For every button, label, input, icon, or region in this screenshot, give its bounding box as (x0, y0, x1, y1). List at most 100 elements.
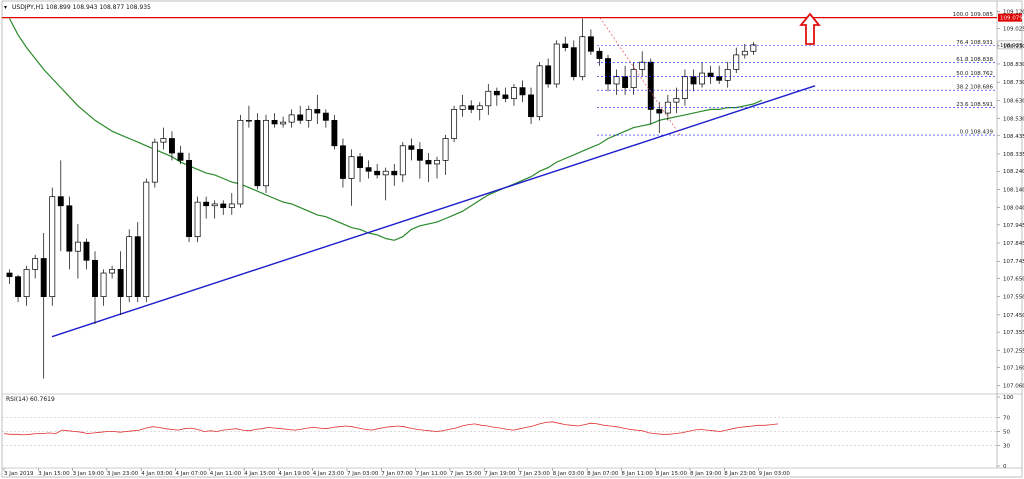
price-tick-label: 108.240 (1003, 169, 1024, 175)
candle (733, 47, 740, 74)
candle (374, 163, 381, 179)
candle (570, 40, 577, 81)
time-tick-label: 4 Jan 03:00 (141, 471, 173, 477)
candle-body-down (57, 196, 64, 207)
candle (545, 58, 552, 88)
candle-body-up (553, 43, 560, 85)
candle (357, 153, 364, 183)
candle (263, 114, 269, 194)
candle (399, 142, 406, 183)
candle-body-down (545, 65, 552, 85)
candle-body-down (117, 269, 124, 298)
bullish-trendline[interactable] (51, 85, 816, 338)
candle (596, 47, 603, 66)
candle-body-down (314, 109, 321, 114)
candle (528, 87, 535, 124)
candle-body-up (211, 203, 218, 207)
candle-body-up (160, 138, 167, 143)
candle-body-down (203, 201, 210, 207)
candle-body-up (305, 109, 312, 121)
candle-body-up (49, 196, 56, 298)
candle (382, 167, 389, 201)
candle (741, 43, 748, 59)
candle (169, 131, 175, 161)
candle-body-up (536, 65, 543, 118)
candle-body-down (493, 90, 500, 96)
candle (656, 102, 663, 134)
time-tick-label: 4 Jan 15:00 (244, 471, 276, 477)
current-price-label: 108.935 (1000, 43, 1023, 49)
candle (228, 193, 235, 215)
candle (519, 80, 526, 103)
candle-body-up (348, 156, 355, 179)
price-tick-label: 108.335 (1003, 152, 1024, 158)
price-tick-label: 108.730 (1003, 80, 1024, 86)
fib-level-label: 38.2 108.686 (956, 85, 993, 91)
candle-body-down (716, 76, 723, 81)
candle (6, 269, 13, 284)
time-tick-label: 7 Jan 03:00 (347, 471, 379, 477)
candle-body-down (562, 43, 569, 48)
time-tick-label: 8 Jan 23:00 (724, 471, 756, 477)
rsi-tick-label: 0 (1003, 464, 1007, 470)
candle (511, 83, 517, 106)
candle (605, 54, 611, 92)
candle (562, 36, 569, 52)
candle (297, 105, 304, 124)
price-tick-label: 107.945 (1003, 223, 1024, 229)
candle-body-up (741, 50, 748, 56)
candle-body-up (485, 90, 492, 107)
candle-body-down (340, 145, 346, 179)
candle-body-down (220, 203, 227, 208)
candle-body-up (126, 236, 133, 298)
price-tick-label: 108.830 (1003, 62, 1024, 68)
candle (237, 114, 244, 208)
candle-body-up (511, 87, 517, 99)
fib-level-label: 23.6 108.591 (956, 102, 993, 108)
time-tick-label: 9 Jan 03:00 (759, 471, 791, 477)
candle-body-down (186, 159, 192, 238)
candle (681, 69, 688, 106)
candle-body-down (519, 87, 526, 96)
candle-body-up (476, 105, 483, 110)
candle (434, 156, 440, 179)
candle-body-down (468, 105, 475, 110)
candle-body-down (502, 94, 509, 99)
up-arrow-icon (799, 12, 821, 45)
candle (211, 200, 218, 219)
candle-body-up (434, 159, 440, 165)
candle-body-down (169, 138, 175, 154)
time-tick-label: 4 Jan 23:00 (313, 471, 345, 477)
price-tick-label: 108.530 (1003, 117, 1024, 123)
candle (23, 265, 30, 306)
candle (613, 69, 620, 95)
candle (750, 42, 757, 55)
time-tick-label: 3 Jan 23:00 (107, 471, 139, 477)
candle (40, 233, 47, 379)
moving-average-line (8, 18, 763, 241)
time-tick-label: 4 Jan 11:00 (210, 471, 242, 477)
candle-body-down (134, 236, 141, 298)
candle-body-down (391, 170, 398, 176)
chart-menu-icon[interactable]: ▾ (4, 4, 7, 11)
candle-body-down (177, 152, 184, 161)
fib-level-label: 76.4 108.931 (956, 40, 993, 46)
symbol-info: USDJPY,H1 108.899 108.943 108.877 108.93… (12, 4, 151, 11)
candle-body-up (32, 258, 39, 270)
candle (186, 153, 192, 243)
candle-body-down (15, 276, 21, 298)
price-tick-label: 108.140 (1003, 187, 1024, 193)
rsi-tick-label: 70 (1003, 416, 1010, 422)
candle (536, 62, 543, 121)
candle (468, 100, 475, 114)
candle (408, 138, 415, 161)
current-price-tag (997, 40, 1023, 50)
candle (151, 138, 158, 188)
candle (280, 116, 287, 128)
candle-body-up (100, 272, 107, 298)
candle (340, 138, 346, 188)
candle (587, 29, 594, 55)
time-tick-label: 7 Jan 23:00 (519, 471, 551, 477)
